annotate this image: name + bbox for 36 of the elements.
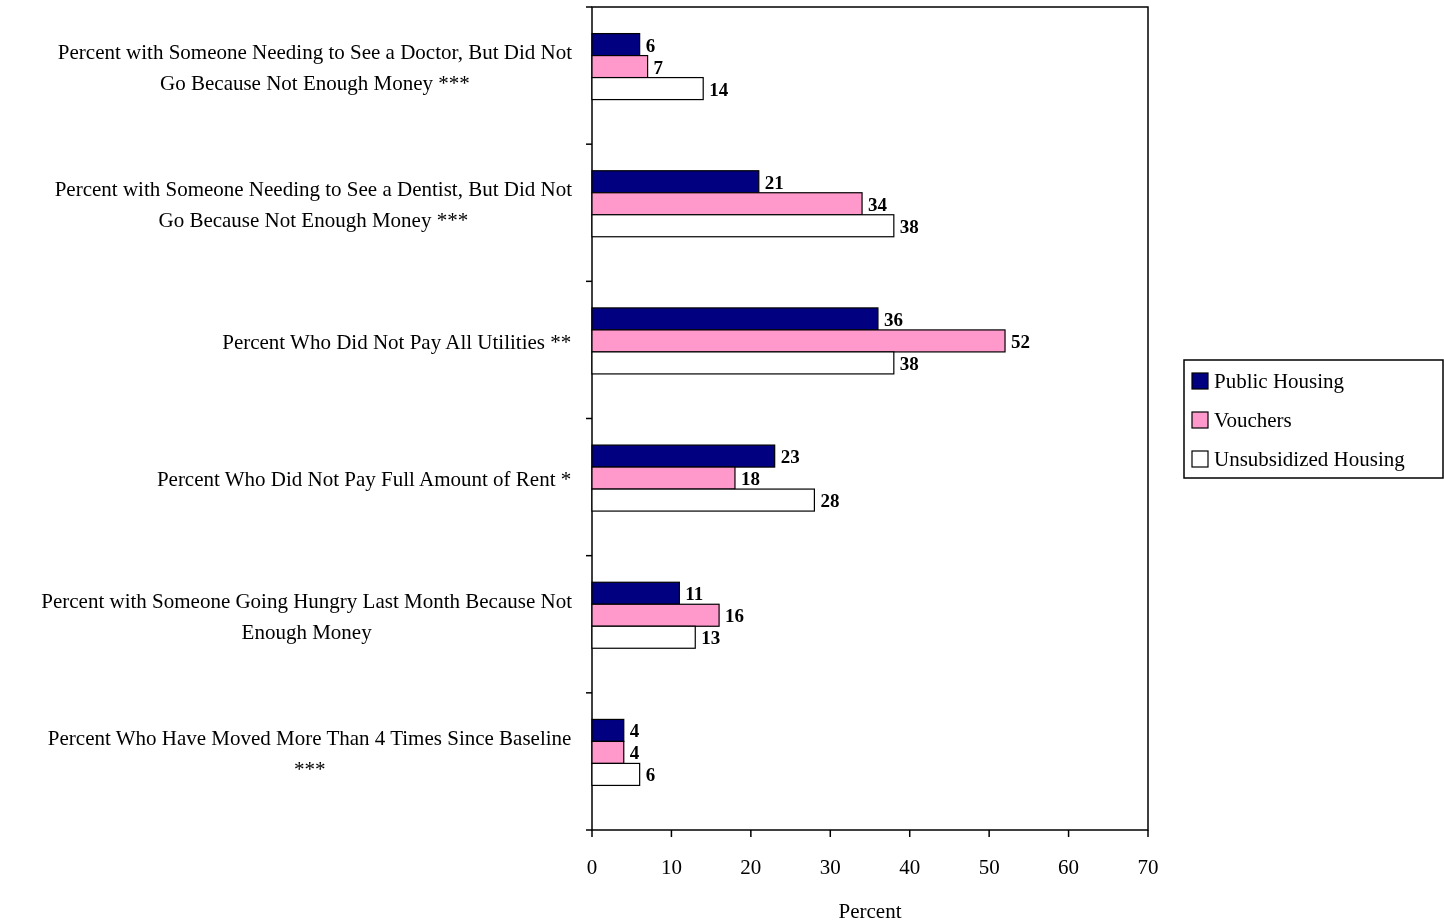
data-label: 4 xyxy=(629,720,640,742)
data-label: 28 xyxy=(820,490,840,512)
legend-label: Vouchers xyxy=(1214,408,1292,432)
data-label: 6 xyxy=(645,764,656,786)
data-label: 6 xyxy=(645,34,656,56)
data-label: 36 xyxy=(883,308,903,330)
legend-label: Public Housing xyxy=(1214,369,1345,393)
data-label: 34 xyxy=(868,193,888,215)
data-label: 38 xyxy=(899,352,919,374)
data-label: 7 xyxy=(653,56,664,78)
data-label: 38 xyxy=(899,215,919,237)
y-tick-label: Percent Who Have Moved More Than 4 Times Since Baseline *** xyxy=(47,725,572,781)
data-label: 52 xyxy=(1011,330,1031,352)
data-label: 4 xyxy=(629,742,640,764)
y-tick-label: Percent Who Did Not Pay Full Amount of Rent * xyxy=(156,467,572,492)
data-label: 14 xyxy=(709,78,729,100)
y-tick-label: Percent with Someone Needing to See a Dentist, But Did Not Go Because Not Enough Money *** xyxy=(54,177,573,233)
data-label: 16 xyxy=(725,605,745,627)
y-tick-label: Percent with Someone Needing to See a Doctor, But Did Not Go Because Not Enough Money *** xyxy=(57,40,573,96)
data-label: 21 xyxy=(764,171,784,193)
data-label: 18 xyxy=(740,468,760,490)
data-label: 13 xyxy=(701,627,721,649)
legend-label: Unsubsidized Housing xyxy=(1214,447,1406,471)
x-tick-label: 50 xyxy=(978,855,1000,879)
x-tick-label: 20 xyxy=(740,855,762,879)
data-label: 11 xyxy=(685,583,704,605)
x-axis-title: Percent xyxy=(838,899,902,923)
x-tick-label: 10 xyxy=(660,855,682,879)
x-tick-label: 40 xyxy=(899,855,921,879)
x-tick-label: 70 xyxy=(1137,855,1159,879)
x-tick-label: 60 xyxy=(1058,855,1080,879)
x-tick-label: 0 xyxy=(586,855,598,879)
y-tick-label: Percent Who Did Not Pay All Utilities ** xyxy=(222,329,572,354)
y-tick-label: Percent with Someone Going Hungry Last Month Because Not Enough Money xyxy=(41,588,573,644)
x-tick-label: 30 xyxy=(819,855,841,879)
data-label: 23 xyxy=(780,446,800,468)
